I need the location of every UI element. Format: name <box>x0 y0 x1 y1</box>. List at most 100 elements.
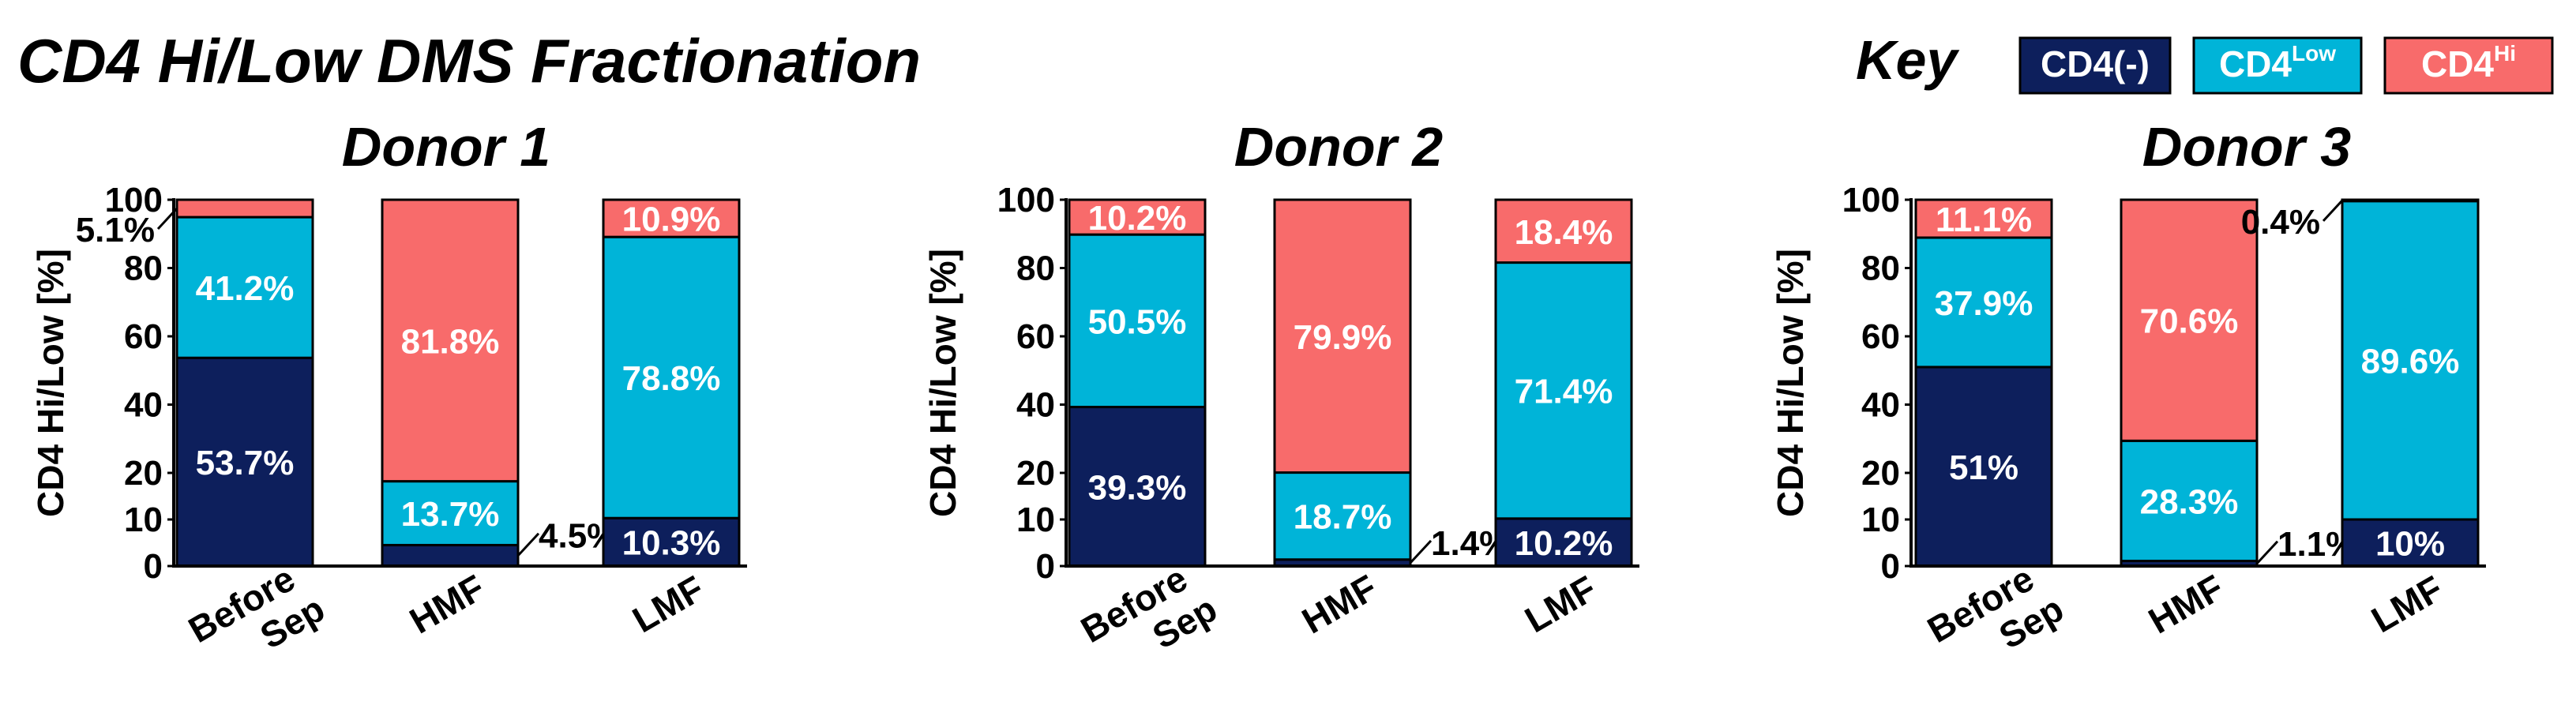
panel-donor-2: Donor 2 CD4 Hi/Low [%] 0 10 20 40 60 80 100 39.3%… <box>922 116 1639 657</box>
y-tick-label: 20 <box>124 454 163 493</box>
data-label: 13.7% <box>401 495 500 534</box>
bar-segment-cd4-hi-2 <box>602 198 741 238</box>
bar-segment-cd4-hi-1 <box>2120 198 2259 442</box>
y-tick-label: 40 <box>124 386 163 425</box>
bar-segment-cd4-low-2 <box>2341 200 2480 521</box>
bar-segment-cd4--2 <box>1494 517 1633 568</box>
x-category-label-line: HMF <box>2142 567 2230 642</box>
data-label: 41.2% <box>196 269 295 308</box>
y-tick-label: 60 <box>124 317 163 356</box>
bar-segment-cd4-low-1 <box>2120 439 2259 563</box>
y-tick-label: 80 <box>124 249 163 288</box>
bar-segment-cd4-hi-0 <box>175 198 314 219</box>
x-category-label: HMF <box>1295 567 1384 642</box>
y-tick-label: 10 <box>1016 501 1055 539</box>
y-tick-label: 100 <box>1842 181 1900 219</box>
data-label: 10% <box>2375 525 2445 564</box>
x-category-label-line: LMF <box>1518 568 1603 640</box>
data-label-leader <box>516 532 540 557</box>
x-category-label: LMF <box>2364 568 2450 640</box>
bar-segment-cd4-low-0 <box>175 216 314 359</box>
bar-segment-cd4-hi-1 <box>381 198 520 483</box>
y-tick-label: 20 <box>1861 454 1900 493</box>
data-label: 10.9% <box>622 201 721 239</box>
y-tick-label: 80 <box>1861 249 1900 288</box>
data-label: 79.9% <box>1294 318 1392 357</box>
x-category-label-line: LMF <box>2364 568 2450 640</box>
x-category-label: HMF <box>403 567 491 642</box>
data-label: 18.4% <box>1515 213 1613 252</box>
y-tick-label: 20 <box>1016 454 1055 493</box>
data-label: 10.3% <box>622 524 721 563</box>
data-label: 37.9% <box>1935 284 2033 323</box>
panel-title: Donor 3 <box>2142 116 2352 178</box>
y-tick-label: 60 <box>1861 317 1900 356</box>
x-category-label-line: HMF <box>1295 567 1384 642</box>
bar-segment-cd4-low-0 <box>1914 236 2053 369</box>
legend-swatch-2 <box>2383 36 2554 95</box>
bar-segment-cd4-hi-0 <box>1914 198 2053 239</box>
panel-donor-1: Donor 1 CD4 Hi/Low [%] 0 10 20 40 60 80 100 53.7%… <box>30 116 747 657</box>
y-tick-label: 100 <box>997 181 1055 219</box>
data-label: 89.6% <box>2361 342 2460 381</box>
data-label: 18.7% <box>1294 498 1392 537</box>
legend-label: Key <box>1856 29 1959 91</box>
x-category-label-line: HMF <box>403 567 491 642</box>
data-label: 51% <box>1949 448 2018 487</box>
data-label: 28.3% <box>2140 482 2239 521</box>
y-tick-label: 0 <box>1881 547 1900 586</box>
data-label: 11.1% <box>1936 201 2032 239</box>
panel-donor-3: Donor 3 CD4 Hi/Low [%] 0 10 20 40 60 80 100 51% 37… <box>1770 116 2486 657</box>
data-label-leader <box>2322 199 2344 222</box>
y-tick-label: 40 <box>1016 386 1055 425</box>
data-label: 53.7% <box>196 444 295 482</box>
bar-segment-cd4-hi-0 <box>1068 198 1207 236</box>
page-title: CD4 Hi/Low DMS Fractionation <box>17 26 921 96</box>
bar-segment-cd4-low-2 <box>602 235 741 519</box>
bar-segment-cd4--1 <box>381 543 520 568</box>
x-category-label: HMF <box>2142 567 2230 642</box>
data-label: 81.8% <box>401 322 500 361</box>
data-label: 70.6% <box>2140 302 2239 341</box>
legend-label-0: CD4(-) <box>2041 43 2150 84</box>
y-tick-label: 0 <box>144 547 163 586</box>
data-label: 50.5% <box>1088 302 1187 341</box>
data-label: 10.2% <box>1088 199 1187 238</box>
legend: Key CD4(-) CD4Low CD4Hi <box>1856 29 2554 95</box>
data-label: 10.2% <box>1515 524 1613 563</box>
bar-segment-cd4--0 <box>1068 406 1207 568</box>
legend-swatch-0 <box>2018 36 2172 95</box>
data-label: 78.8% <box>622 359 721 398</box>
y-tick-label: 80 <box>1016 249 1055 288</box>
bar-segment-cd4-low-0 <box>1068 233 1207 409</box>
x-category-label-line: LMF <box>625 568 711 640</box>
legend-swatch-1 <box>2192 36 2363 95</box>
y-tick-label: 10 <box>1861 501 1900 539</box>
bar-segment-cd4-low-2 <box>1494 261 1633 520</box>
y-tick-label: 60 <box>1016 317 1055 356</box>
data-label-leader <box>2255 540 2279 564</box>
panel-title: Donor 1 <box>342 116 550 178</box>
legend-label-2: CD4Hi <box>2421 41 2516 84</box>
data-label: 39.3% <box>1088 468 1187 507</box>
bar-segment-cd4--2 <box>602 516 741 568</box>
data-label: 0.4% <box>2241 203 2320 242</box>
bar-segment-cd4-hi-2 <box>2341 198 2480 203</box>
y-tick-label: 10 <box>124 501 163 539</box>
data-label: 71.4% <box>1515 373 1613 411</box>
data-label-leader <box>1409 539 1433 564</box>
legend-label-1: CD4Low <box>2219 41 2336 84</box>
y-tick-label: 0 <box>1036 547 1055 586</box>
y-tick-label: 40 <box>1861 386 1900 425</box>
panel-title: Donor 2 <box>1234 116 1444 178</box>
y-axis-label: CD4 Hi/Low [%] <box>1770 249 1811 517</box>
data-label: 5.1% <box>76 211 155 249</box>
bar-segment-cd4-hi-2 <box>1494 198 1633 264</box>
y-axis-label: CD4 Hi/Low [%] <box>922 249 963 517</box>
